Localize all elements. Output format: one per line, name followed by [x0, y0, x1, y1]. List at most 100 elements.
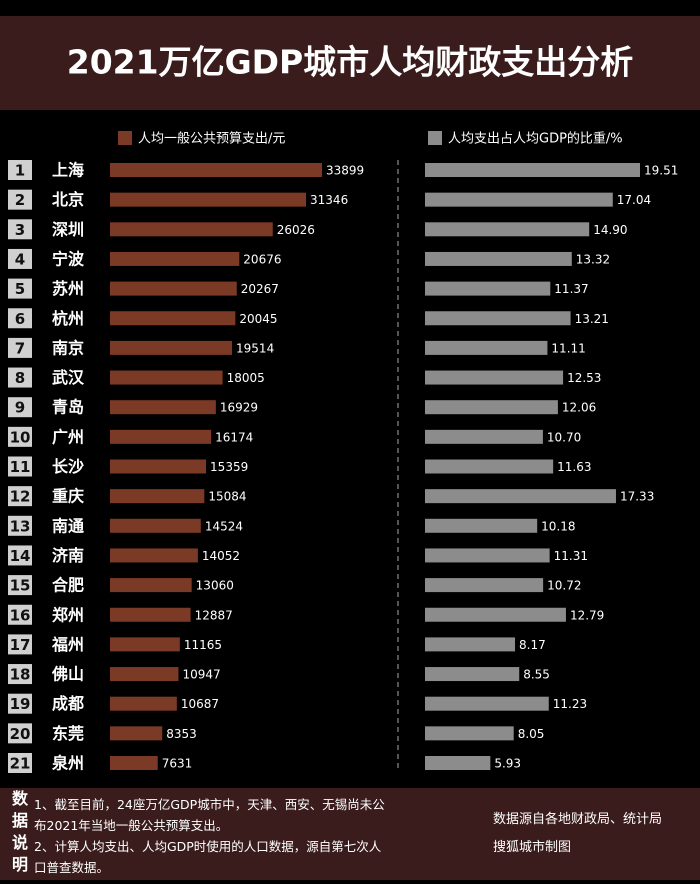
value-label: 11.31 [554, 549, 588, 563]
rank-box [8, 367, 32, 388]
value-label: 19514 [236, 341, 274, 355]
value-label: 16174 [215, 430, 253, 444]
value-label: 10.72 [547, 579, 581, 593]
rank-box [8, 278, 32, 299]
category-label: 杭州 [52, 309, 84, 328]
bar [425, 281, 551, 296]
category-label: 郑州 [52, 605, 84, 624]
chart: 2021万亿GDP城市人均财政支出分析 人均一般公共预算支出/元33899313… [0, 16, 700, 773]
value-label: 8353 [166, 727, 197, 741]
bar [110, 251, 240, 266]
rank: 16 [10, 606, 31, 624]
source: 数据源自各地财政局、统计局 [493, 812, 663, 827]
bar [110, 667, 179, 682]
rank: 2 [15, 191, 25, 209]
bar [110, 459, 207, 474]
rank: 9 [15, 399, 25, 417]
category-label: 深圳 [52, 220, 84, 239]
rank-box [8, 486, 32, 507]
rank-box [8, 397, 32, 418]
bar [425, 548, 550, 563]
value-label: 16929 [220, 401, 258, 415]
legend-swatch [428, 131, 442, 145]
value-label: 20045 [239, 312, 277, 326]
bar [110, 163, 322, 177]
value-label: 5.93 [494, 757, 521, 771]
bar [425, 607, 566, 622]
bar [425, 400, 558, 415]
rank-box [8, 426, 32, 447]
category-label: 东莞 [52, 724, 84, 743]
rank-box [8, 693, 32, 714]
notes-heading: 数据说明 [9, 790, 28, 878]
value-label: 12.53 [567, 371, 601, 385]
bar [425, 222, 590, 237]
rank: 8 [15, 369, 25, 387]
rank: 17 [10, 636, 31, 654]
bar [110, 340, 233, 355]
category-label: 宁波 [52, 249, 85, 268]
rank: 15 [10, 577, 31, 595]
rank-box [8, 337, 32, 358]
category-label: 青岛 [52, 398, 84, 417]
bar [110, 578, 192, 593]
value-label: 13060 [196, 579, 234, 593]
rank-box [8, 753, 32, 773]
note: 2、计算人均支出、人均GDP时使用的人口数据，源自第七次人口普查数据。 [34, 839, 382, 875]
bar [110, 311, 236, 326]
category-label: 长沙 [52, 457, 84, 476]
value-label: 33899 [326, 164, 364, 178]
credit: 搜狐城市制图 [493, 840, 572, 855]
bar [110, 222, 273, 237]
value-label: 20267 [241, 282, 279, 296]
bar [425, 251, 572, 266]
legend-label: 人均支出占人均GDP的比重/% [448, 131, 623, 147]
value-label: 12.06 [562, 401, 596, 415]
bar [425, 163, 640, 177]
value-label: 13.21 [575, 312, 609, 326]
bar [425, 756, 491, 770]
bar [425, 340, 548, 355]
category-label: 合肥 [52, 576, 84, 595]
rank: 5 [15, 280, 25, 298]
bar [425, 192, 613, 207]
title-band [0, 16, 700, 110]
value-label: 11.11 [551, 341, 585, 355]
bar [110, 400, 216, 415]
bar [110, 281, 237, 296]
rank: 6 [15, 310, 25, 328]
bar [425, 637, 516, 652]
bar [110, 192, 307, 207]
value-label: 17.33 [620, 490, 654, 504]
footer: 数据说明 1、截至目前，24座万亿GDP城市中，天津、西安、无锡尚未公布2021… [0, 788, 700, 880]
value-label: 20676 [243, 252, 281, 266]
rank-box [8, 664, 32, 685]
bar [425, 696, 549, 711]
bar [425, 429, 543, 444]
rank: 13 [10, 517, 31, 535]
notes: 1、截至目前，24座万亿GDP城市中，天津、西安、无锡尚未公布2021年当地一般… [34, 794, 386, 878]
rank-box [8, 575, 32, 596]
value-label: 14052 [202, 549, 240, 563]
rank: 20 [10, 725, 31, 743]
category-label: 南通 [52, 516, 84, 535]
value-label: 10.18 [541, 519, 575, 533]
value-label: 8.55 [523, 668, 550, 682]
bar [110, 548, 198, 563]
bar [425, 518, 538, 533]
category-label: 泉州 [52, 754, 84, 773]
bar [110, 489, 205, 504]
rank-box [8, 723, 32, 744]
bar [110, 726, 163, 741]
category-label: 济南 [52, 546, 84, 565]
value-label: 11.37 [554, 282, 588, 296]
category-label: 福州 [51, 635, 84, 654]
bar [110, 696, 177, 711]
bar [110, 370, 223, 385]
bar [425, 459, 554, 474]
bar [425, 667, 520, 682]
rank-box [8, 248, 32, 269]
value-label: 14524 [205, 519, 243, 533]
bar [110, 429, 212, 444]
